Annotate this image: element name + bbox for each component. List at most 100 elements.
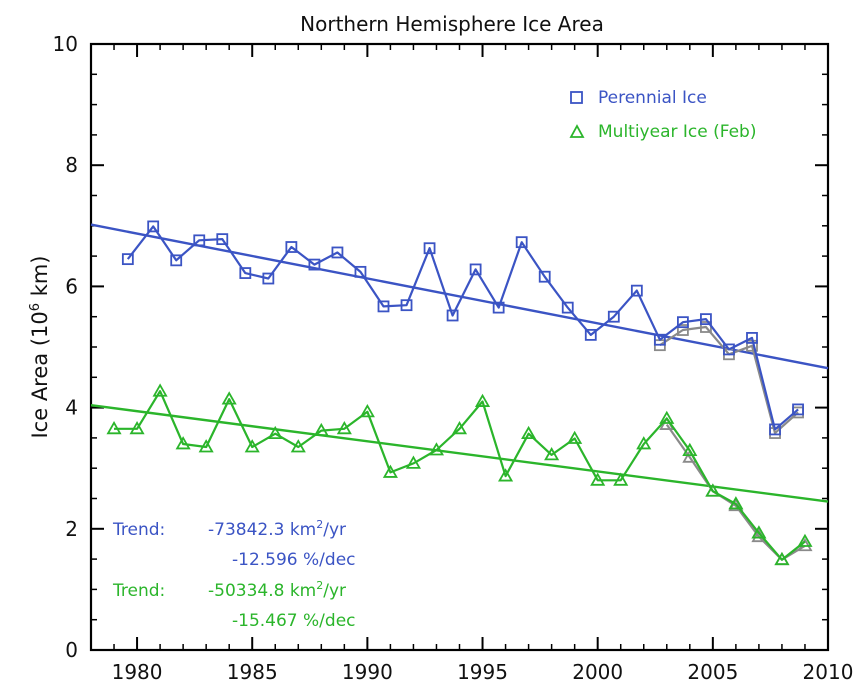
x-tick-label: 1980 [112,660,163,684]
perennial-data-point [469,263,482,276]
legend-perennial-label: Perennial Ice [598,88,707,108]
chart-title: Northern Hemisphere Ice Area [300,12,604,36]
perennial-data-point [121,253,134,266]
multiyear-data-point [659,410,675,424]
perennial-data-point [792,403,804,416]
perennial-trend-superscript: 2 [316,518,323,531]
multiyear-data-point [613,472,629,486]
perennial-data-point [584,328,597,341]
legend-square-icon [570,91,583,104]
perennial-gray-marker [677,324,689,336]
perennial-data-point [446,309,459,322]
perennial-data-point [400,299,413,312]
y-axis-label-superscript: 6 [28,303,43,311]
y-tick-label: 8 [65,153,78,177]
x-tick-label: 2010 [803,660,854,684]
perennial-data-point [239,267,252,279]
multiyear-trend-percent: -15.467 %/dec [232,611,356,631]
perennial-trend-label: Trend: [112,520,165,540]
x-tick-label: 2005 [687,660,738,684]
y-tick-label: 6 [65,274,78,298]
multiyear-trend-line [90,403,829,503]
perennial-trend-number: -73842.3 km [208,520,316,540]
multiyear-series-line [114,390,806,561]
y-tick-label: 2 [65,517,78,541]
axis-ticks [90,43,829,651]
perennial-data-point [193,234,206,247]
perennial-data-point [653,333,666,346]
multiyear-data-point [152,383,168,397]
perennial-data-point [746,332,758,344]
perennial-data-point [677,316,689,329]
perennial-data-point [723,343,735,356]
y-tick-labels: 0 2 4 6 8 10 [53,32,78,662]
multiyear-data-point [336,420,352,435]
legend-multiyear-label: Multiyear Ice (Feb) [598,122,756,142]
multiyear-data-point [705,483,721,497]
legend-triangle-icon [569,124,585,138]
perennial-data-point [561,301,574,314]
multiyear-data-point [751,525,767,539]
perennial-data-point [630,284,643,297]
multiyear-data-point [451,420,468,435]
multiyear-data-point [474,393,491,407]
y-axis-label-main: Ice Area (10 [28,311,52,438]
multiyear-data-point [175,436,191,450]
multiyear-trend-value: -50334.8 km2/yr [208,579,346,601]
multiyear-data-point [590,472,606,486]
x-tick-label: 1995 [457,660,508,684]
gray-alternate-series [653,321,813,566]
multiyear-gray-marker [728,497,744,512]
perennial-trend-line [90,223,829,370]
y-axis-label-unit: km) [28,255,52,303]
multiyear-data-point [636,436,652,450]
x-tick-label: 1990 [342,660,393,684]
multiyear-gray-line [665,423,806,561]
y-axis-label: Ice Area (106 km) [28,255,52,438]
perennial-data-point [216,233,229,246]
perennial-data-point [147,220,160,233]
multiyear-trend-superscript: 2 [316,579,323,592]
x-tick-labels: 1980 1985 1990 1995 2000 2005 2010 [112,660,854,684]
x-tick-label: 1985 [227,660,278,684]
multiyear-data-point [267,425,283,440]
perennial-data-point [769,423,781,436]
x-tick-label: 2000 [572,660,623,684]
perennial-data-point [285,241,298,253]
perennial-data-point [423,242,436,255]
multiyear-data-point [428,442,445,456]
multiyear-data-point [544,447,560,461]
multiyear-trend-unit: /yr [323,581,346,601]
perennial-data-point [538,270,551,283]
multiyear-data-point [682,442,698,457]
perennial-data-point [170,254,183,267]
multiyear-data-point [290,439,306,453]
multiyear-data-point [728,496,744,510]
data-series [106,220,813,566]
multiyear-data-point [797,533,813,547]
trend-annotations: Trend: -73842.3 km2/yr -12.596 %/dec Tre… [112,518,356,631]
perennial-data-point [607,310,620,323]
multiyear-data-point [129,420,145,435]
perennial-trend-value: -73842.3 km2/yr [208,518,346,540]
multiyear-data-point [106,420,122,435]
y-tick-label: 4 [65,396,78,420]
perennial-data-point [331,246,344,259]
perennial-data-point [700,313,712,326]
y-tick-label: 10 [53,32,78,56]
multiyear-data-point [521,425,537,440]
multiyear-data-point [498,468,514,482]
multiyear-trend-number: -50334.8 km [208,581,316,601]
multiyear-data-point [244,439,260,453]
legend: Perennial Ice Multiyear Ice (Feb) [569,88,756,142]
multiyear-data-point [221,391,237,405]
trend-lines [90,223,829,503]
y-tick-label: 0 [65,638,78,662]
multiyear-data-point [774,551,790,566]
perennial-trend-percent: -12.596 %/dec [232,550,356,570]
perennial-data-point [262,272,275,285]
perennial-gray-line [659,325,799,435]
perennial-data-point [492,301,505,314]
multiyear-data-point [382,464,398,478]
